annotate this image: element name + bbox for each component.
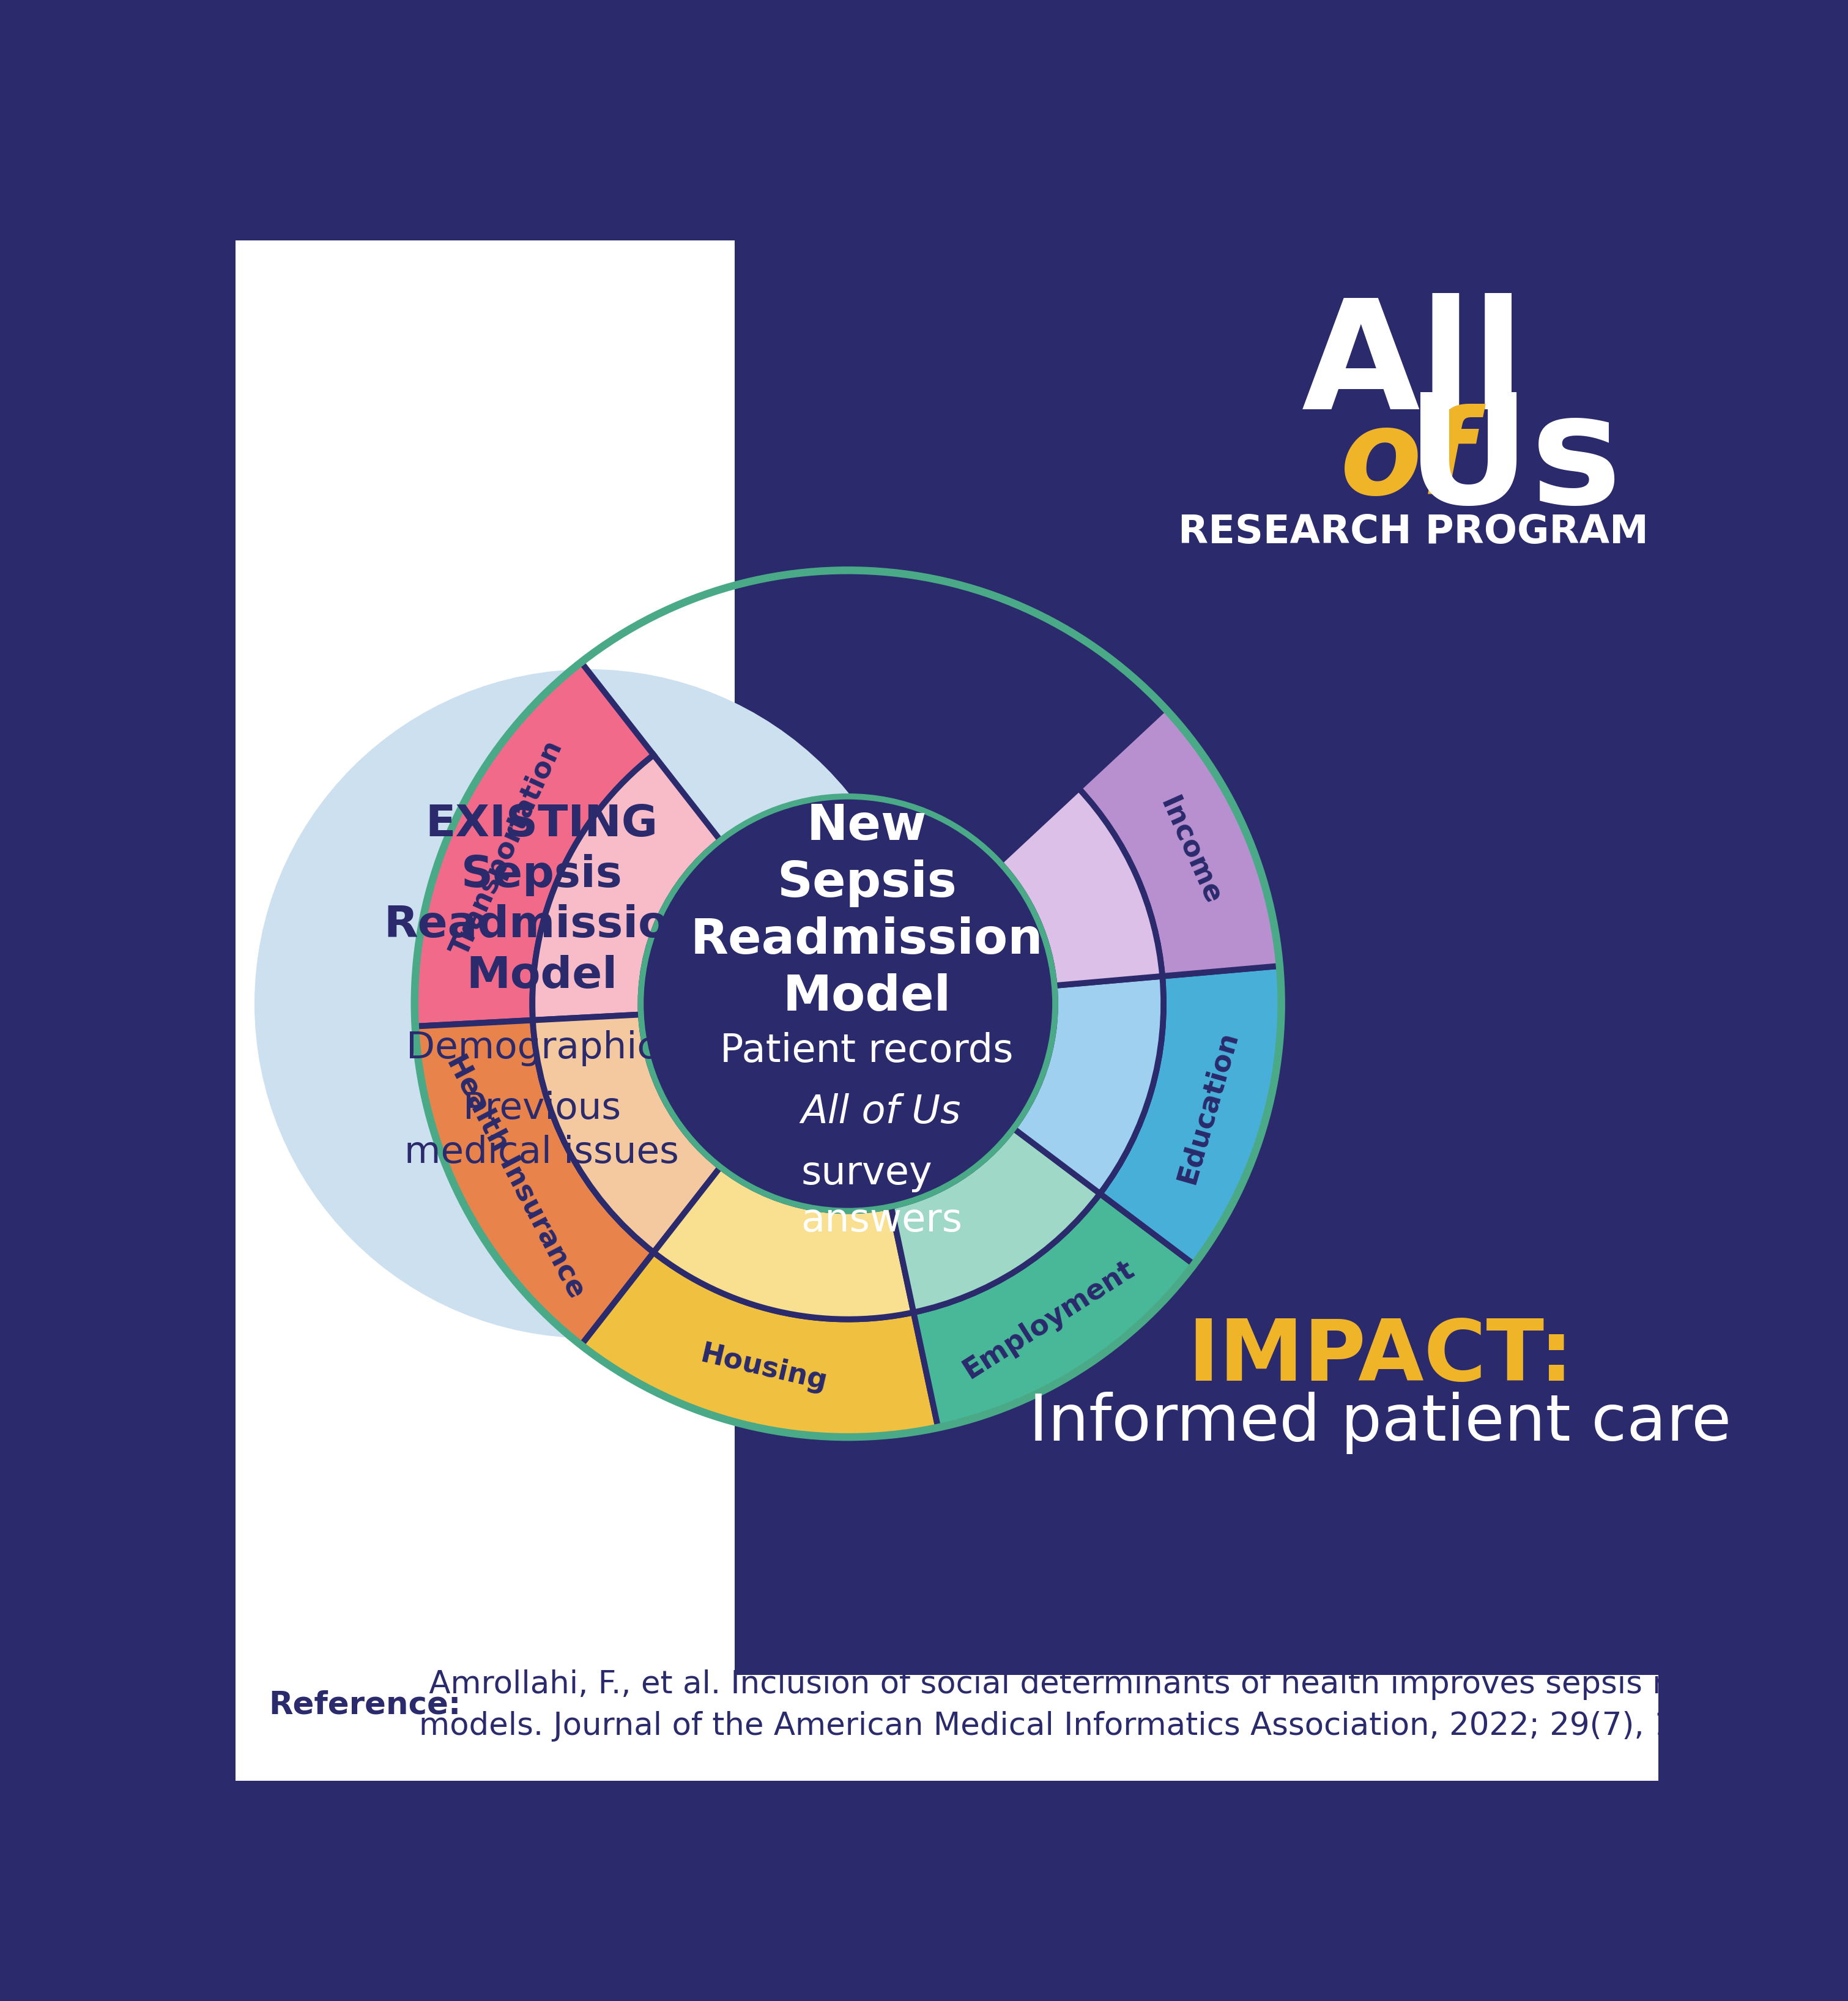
Text: Patient records: Patient records	[721, 1033, 1013, 1071]
Text: survey: survey	[800, 1155, 931, 1193]
Circle shape	[641, 796, 1055, 1211]
FancyBboxPatch shape	[237, 1675, 1660, 1781]
Text: All: All	[1301, 294, 1525, 442]
Text: Income: Income	[1155, 792, 1225, 908]
Text: Amrollahi, F., et al. Inclusion of social determinants of health improves sepsis: Amrollahi, F., et al. Inclusion of socia…	[419, 1669, 1848, 1741]
Text: Education: Education	[1173, 1027, 1244, 1187]
Text: Us: Us	[1406, 388, 1621, 536]
Text: Informed patient care: Informed patient care	[1029, 1393, 1732, 1455]
Text: IMPACT:: IMPACT:	[1186, 1317, 1573, 1399]
Text: answers: answers	[800, 1201, 963, 1239]
Text: Housing: Housing	[697, 1341, 830, 1397]
Text: of: of	[1340, 404, 1473, 518]
Wedge shape	[532, 754, 721, 1021]
Circle shape	[255, 668, 924, 1339]
Wedge shape	[1079, 708, 1279, 976]
Wedge shape	[1013, 976, 1164, 1195]
Wedge shape	[913, 1195, 1194, 1427]
Wedge shape	[416, 1021, 654, 1345]
Text: Demographics: Demographics	[407, 1031, 676, 1067]
Text: Transportation: Transportation	[445, 736, 567, 960]
Text: New
Sepsis
Readmission
Model: New Sepsis Readmission Model	[691, 802, 1042, 1021]
Text: RESEARCH PROGRAM: RESEARCH PROGRAM	[1177, 512, 1648, 550]
Text: EXISTING
Sepsis
Readmission
Model: EXISTING Sepsis Readmission Model	[384, 802, 700, 996]
Wedge shape	[414, 662, 654, 1027]
Text: Employment: Employment	[959, 1255, 1140, 1385]
Wedge shape	[1000, 788, 1162, 986]
Wedge shape	[891, 1129, 1100, 1313]
FancyBboxPatch shape	[237, 240, 736, 1675]
Wedge shape	[1100, 966, 1281, 1265]
Text: Previous
medical issues: Previous medical issues	[405, 1091, 678, 1171]
Text: All of Us: All of Us	[800, 1093, 961, 1131]
Wedge shape	[532, 1015, 721, 1253]
Wedge shape	[580, 1253, 939, 1437]
Text: Health Insurance: Health Insurance	[442, 1051, 590, 1303]
Text: Reference:: Reference:	[268, 1691, 460, 1721]
Wedge shape	[654, 1167, 913, 1319]
